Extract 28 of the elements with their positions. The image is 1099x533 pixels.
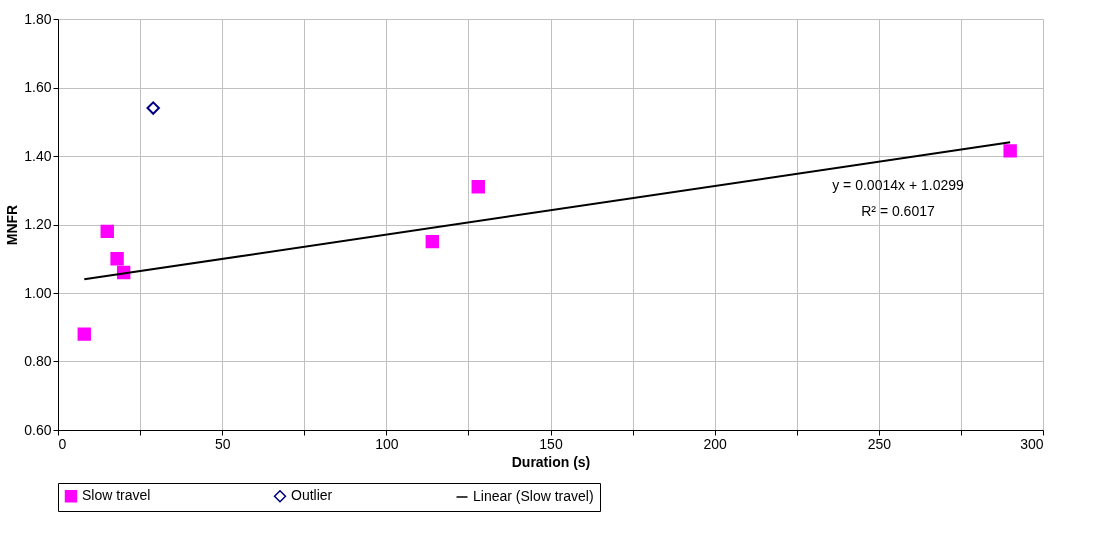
x-tick-label: 300 xyxy=(1020,435,1044,452)
y-tick-label: 1.80 xyxy=(24,10,52,27)
point xyxy=(471,180,485,194)
point xyxy=(77,327,91,341)
annotation: y = 0.0014x + 1.0299 xyxy=(832,177,964,193)
x-tick-label: 250 xyxy=(867,435,892,452)
x-tick-label: 100 xyxy=(375,435,399,452)
point xyxy=(110,252,124,266)
y-tick-label: 1.60 xyxy=(24,79,52,95)
x-axis-title: Duration (s) xyxy=(511,453,591,470)
point xyxy=(146,101,160,115)
x-tick-label: 200 xyxy=(703,435,728,452)
y-axis-title: MNFR xyxy=(4,204,21,246)
point xyxy=(1003,144,1017,158)
y-tick-label: 1.20 xyxy=(24,216,52,232)
legend-label: Outlier xyxy=(291,487,333,504)
point xyxy=(100,224,114,239)
y-tick-label: 0.80 xyxy=(24,353,52,369)
x-tick-label: 50 xyxy=(214,435,231,452)
annotation: R² = 0.6017 xyxy=(861,203,935,219)
legend-label: Slow travel xyxy=(82,487,151,504)
x-tick-label: 150 xyxy=(539,435,563,452)
y-tick-label: 1.40 xyxy=(24,147,52,164)
x-tick-label: 0 xyxy=(58,435,67,452)
point xyxy=(425,234,439,249)
y-tick-label: 0.60 xyxy=(24,421,52,438)
legend-label: Linear (Slow travel) xyxy=(473,488,594,504)
y-tick-label: 1.00 xyxy=(24,284,52,301)
